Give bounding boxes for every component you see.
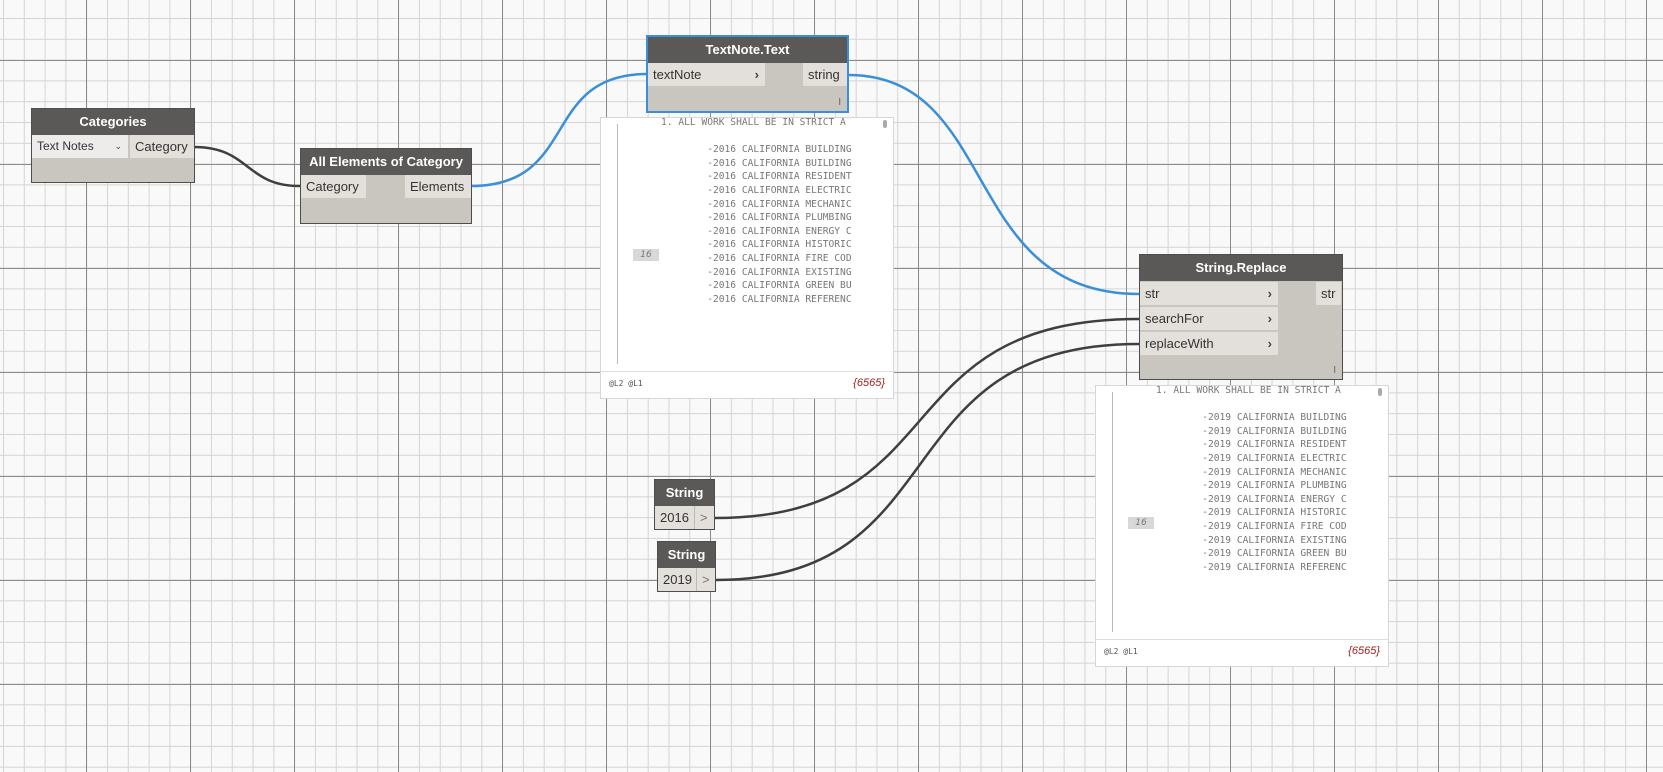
preview-line: -2016 CALIFORNIA GREEN BU — [661, 280, 852, 292]
string-value-input[interactable]: 2019 — [658, 568, 697, 591]
preview-footer: @L2 @L1 {6565} — [601, 371, 893, 398]
preview-line: -2019 CALIFORNIA MECHANIC — [1156, 466, 1347, 478]
preview-line: -2016 CALIFORNIA ELECTRIC — [661, 184, 852, 196]
output-port-elements[interactable]: Elements — [405, 175, 471, 198]
wire-elements-textnote[interactable] — [470, 72, 648, 188]
preview-line: -2019 CALIFORNIA RESIDENT — [1156, 439, 1347, 451]
node-title: TextNote.Text — [648, 37, 847, 63]
wire-category[interactable] — [193, 145, 301, 188]
preview-line: 1. ALL WORK SHALL BE IN STRICT A — [661, 117, 846, 128]
textnote-text-node[interactable]: TextNote.Text textNote › string l — [646, 35, 849, 113]
chevron-down-icon: ⌄ — [114, 141, 122, 151]
chevron-right-icon: › — [1267, 311, 1272, 326]
preview-line: -2019 CALIFORNIA HISTORIC — [1156, 507, 1347, 519]
preview-line: -2019 CALIFORNIA ELECTRIC — [1156, 452, 1347, 464]
port-label: textNote — [653, 67, 702, 82]
input-port-category[interactable]: Category — [301, 175, 366, 198]
string-value-input[interactable]: 2016 — [655, 506, 695, 529]
preview-footer: @L2 @L1 {6565} — [1096, 639, 1388, 666]
categories-node[interactable]: Categories Text Notes ⌄ Category — [31, 108, 195, 183]
string-node-2016[interactable]: String 2016 > — [654, 479, 715, 530]
port-label: replaceWith — [1145, 336, 1214, 351]
input-port-str[interactable]: str › — [1140, 282, 1278, 305]
node-title: String — [655, 480, 714, 506]
preview-bubble-replace: 16 1. ALL WORK SHALL BE IN STRICT A -201… — [1095, 385, 1389, 667]
port-label: searchFor — [1145, 311, 1204, 326]
lacing-indicator[interactable]: l — [1333, 366, 1336, 376]
preview-line: -2016 CALIFORNIA HISTORIC — [661, 239, 852, 251]
wire-search[interactable] — [713, 317, 1140, 520]
preview-line: -2016 CALIFORNIA RESIDENT — [661, 171, 852, 183]
node-title: String — [658, 542, 715, 568]
preview-line: -2016 CALIFORNIA REFERENC — [661, 293, 852, 305]
preview-line: -2016 CALIFORNIA PLUMBING — [661, 212, 852, 224]
preview-line: -2019 CALIFORNIA GREEN BU — [1156, 548, 1347, 560]
preview-line: -2019 CALIFORNIA FIRE COD — [1156, 520, 1347, 532]
dropdown-value: Text Notes — [37, 139, 94, 153]
preview-line — [1156, 398, 1368, 412]
output-port[interactable]: > — [695, 506, 714, 529]
preview-line: -2016 CALIFORNIA BUILDING — [661, 157, 852, 169]
preview-line: -2016 CALIFORNIA ENERGY C — [661, 225, 852, 237]
string-replace-node[interactable]: String.Replace str › searchFor › replaceWi… — [1139, 254, 1343, 380]
output-port[interactable]: > — [697, 568, 715, 591]
preview-line: -2019 CALIFORNIA EXISTING — [1156, 534, 1347, 546]
preview-line: -2019 CALIFORNIA REFERENC — [1156, 561, 1347, 573]
output-port-string[interactable]: string — [803, 63, 847, 86]
preview-line: -2019 CALIFORNIA BUILDING — [1156, 425, 1347, 437]
preview-line: -2016 CALIFORNIA BUILDING — [661, 144, 852, 156]
preview-line: -2016 CALIFORNIA EXISTING — [661, 266, 852, 278]
node-title: Categories — [32, 109, 194, 135]
preview-line: -2019 CALIFORNIA PLUMBING — [1156, 480, 1347, 492]
wire-string-str[interactable] — [847, 73, 1140, 296]
lacing-indicator[interactable]: l — [838, 98, 841, 108]
preview-text: 1. ALL WORK SHALL BE IN STRICT A -2016 C… — [661, 117, 873, 306]
category-dropdown[interactable]: Text Notes ⌄ — [32, 135, 128, 158]
preview-line — [661, 130, 873, 144]
wire-replace[interactable] — [714, 342, 1140, 582]
list-levels: @L2 @L1 — [1104, 647, 1138, 656]
chevron-right-icon: › — [1267, 336, 1272, 351]
list-index: 16 — [1128, 517, 1154, 529]
preview-bubble-textnote: 16 1. ALL WORK SHALL BE IN STRICT A -201… — [600, 117, 894, 399]
port-label: str — [1145, 286, 1160, 301]
all-elements-node[interactable]: All Elements of Category Category Elemen… — [300, 148, 472, 224]
preview-line: -2016 CALIFORNIA MECHANIC — [661, 198, 852, 210]
node-title: String.Replace — [1140, 255, 1342, 281]
preview-line: -2016 CALIFORNIA FIRE COD — [661, 252, 852, 264]
list-levels: @L2 @L1 — [609, 379, 643, 388]
input-port-textnote[interactable]: textNote › — [648, 63, 765, 86]
preview-line: 1. ALL WORK SHALL BE IN STRICT A — [1156, 385, 1341, 396]
scrollbar[interactable] — [1378, 388, 1382, 396]
list-index: 16 — [633, 249, 659, 261]
item-count: {6565} — [853, 377, 885, 389]
preview-line: -2019 CALIFORNIA BUILDING — [1156, 412, 1347, 424]
input-port-replacewith[interactable]: replaceWith › — [1140, 332, 1278, 355]
chevron-right-icon: › — [1267, 286, 1272, 301]
input-port-searchfor[interactable]: searchFor › — [1140, 307, 1278, 330]
list-level-line — [617, 124, 618, 364]
output-port-str[interactable]: str — [1316, 282, 1341, 305]
scrollbar[interactable] — [883, 120, 887, 128]
preview-text: 1. ALL WORK SHALL BE IN STRICT A -2019 C… — [1156, 385, 1368, 574]
node-title: All Elements of Category — [301, 149, 471, 175]
list-level-line — [1112, 392, 1113, 632]
string-node-2019[interactable]: String 2019 > — [657, 541, 716, 592]
chevron-right-icon: › — [754, 67, 759, 82]
output-port-category[interactable]: Category — [130, 135, 194, 158]
preview-line: -2019 CALIFORNIA ENERGY C — [1156, 493, 1347, 505]
item-count: {6565} — [1348, 645, 1380, 657]
